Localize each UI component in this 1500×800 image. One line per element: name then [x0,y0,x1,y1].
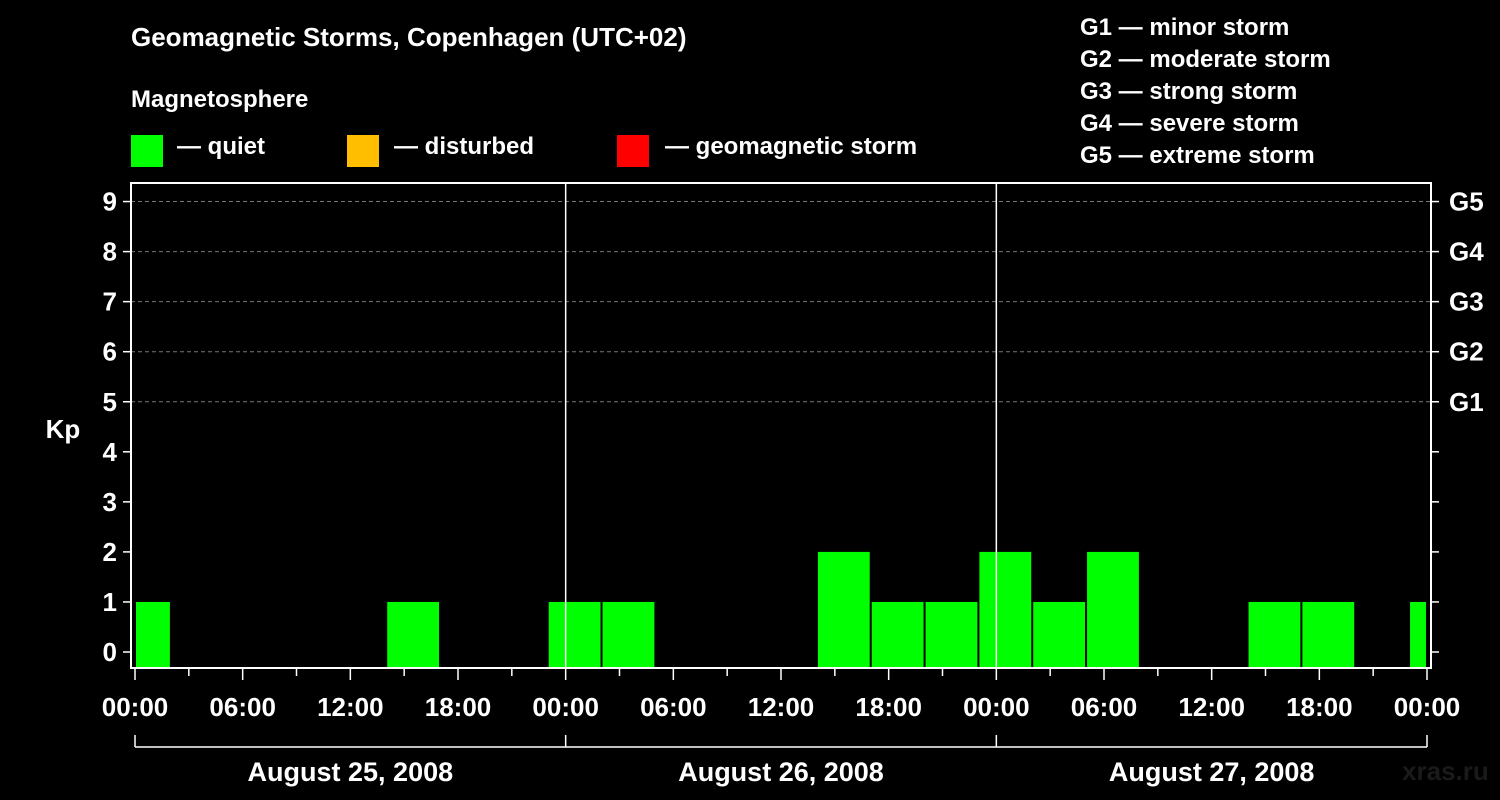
kp-bar-6 [925,601,978,667]
y-tick-label-7: 7 [103,287,117,317]
x-tick-label-7: 18:00 [855,692,922,722]
legend-label-storm: — geomagnetic storm [665,133,918,160]
x-tick-label-12: 00:00 [1394,692,1461,722]
x-tick-label-2: 12:00 [317,692,384,722]
storm-scale-g2: G2 — moderate storm [1080,46,1331,73]
y-tick-label-4: 4 [103,437,118,467]
y-tick-label-6: 6 [103,337,117,367]
kp-bar-12 [1410,601,1426,667]
storm-scale-g5: G5 — extreme storm [1080,142,1315,169]
legend-swatch-storm [617,135,649,167]
kp-bar-1 [387,601,440,667]
legend-label-quiet: — quiet [177,133,265,160]
y-tick-label-0: 0 [103,637,117,667]
storm-scale-g3: G3 — strong storm [1080,78,1298,105]
y-tick-label-1: 1 [103,587,117,617]
right-axis-label-g3: G3 [1449,287,1484,317]
x-tick-label-3: 18:00 [425,692,492,722]
kp-bar-11 [1302,601,1355,667]
y-tick-label-9: 9 [103,187,117,217]
kp-bar-3 [602,601,655,667]
kp-bar-7 [979,551,1032,667]
y-tick-label-2: 2 [103,537,117,567]
storm-scale-g1: G1 — minor storm [1080,14,1290,41]
right-axis-label-g1: G1 [1449,387,1484,417]
y-tick-label-5: 5 [103,387,117,417]
day-label-2: August 27, 2008 [1109,757,1315,787]
legend-swatch-disturbed [347,135,379,167]
x-tick-label-5: 06:00 [640,692,707,722]
kp-bar-5 [871,601,924,667]
y-tick-label-3: 3 [103,487,117,517]
day-label-0: August 25, 2008 [248,757,454,787]
kp-bar-9 [1087,551,1139,667]
kp-bar-8 [1033,601,1086,667]
storm-scale-g4: G4 — severe storm [1080,110,1299,137]
legend-label-disturbed: — disturbed [394,133,535,160]
legend-swatch-quiet [131,135,163,167]
y-axis-title: Kp [46,414,81,444]
magnetosphere-subtitle: Magnetosphere [131,86,309,113]
x-tick-label-6: 12:00 [748,692,815,722]
day-label-1: August 26, 2008 [678,757,884,787]
kp-bar-0 [136,601,170,667]
x-tick-label-4: 00:00 [532,692,599,722]
plot-frame [130,182,1432,669]
kp-bar-2 [548,601,601,667]
chart-title: Geomagnetic Storms, Copenhagen (UTC+02) [131,22,687,52]
x-tick-label-10: 12:00 [1178,692,1245,722]
kp-bar-4 [817,551,870,667]
x-tick-label-9: 06:00 [1071,692,1138,722]
kp-bar-10 [1248,601,1301,667]
x-tick-label-0: 00:00 [102,692,169,722]
watermark: xras.ru [1402,756,1489,786]
right-axis-label-g4: G4 [1449,237,1484,267]
right-axis-label-g5: G5 [1449,187,1484,217]
y-tick-label-8: 8 [103,237,117,267]
x-tick-label-8: 00:00 [963,692,1030,722]
x-tick-label-1: 06:00 [209,692,276,722]
right-axis-label-g2: G2 [1449,337,1484,367]
x-tick-label-11: 18:00 [1286,692,1353,722]
